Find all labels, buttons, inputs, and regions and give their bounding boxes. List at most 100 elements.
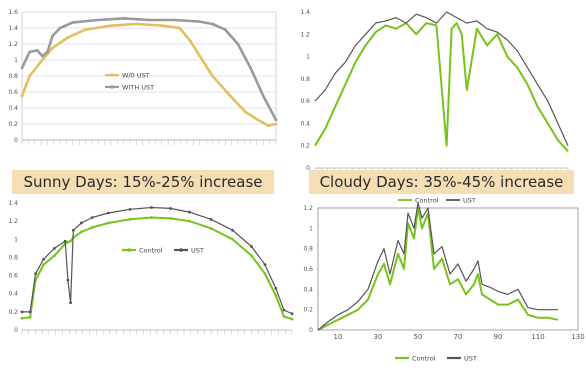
data-point bbox=[290, 317, 294, 321]
y-tick-label: 0.2 bbox=[303, 307, 313, 314]
data-point bbox=[66, 36, 70, 39]
data-point bbox=[147, 18, 151, 22]
data-point bbox=[198, 20, 202, 23]
x-tick-label: 110 bbox=[531, 333, 544, 341]
data-point bbox=[290, 312, 294, 316]
data-point bbox=[256, 118, 260, 122]
data-point bbox=[28, 74, 32, 78]
data-point bbox=[53, 246, 56, 250]
y-tick-label: 1 bbox=[309, 225, 313, 232]
data-point bbox=[261, 94, 265, 98]
data-point bbox=[173, 18, 176, 22]
y-tick-label: 0.8 bbox=[8, 254, 18, 261]
data-point bbox=[80, 230, 83, 234]
data-point bbox=[198, 54, 202, 58]
data-point bbox=[51, 46, 54, 50]
data-point bbox=[169, 207, 172, 210]
chart-panel-bottom-left: 0 0.2 0.4 0.6 0.8 1 1.2 1.4 Control UST bbox=[8, 200, 294, 335]
series-line-ust bbox=[314, 11, 569, 146]
data-point bbox=[71, 21, 75, 24]
data-point bbox=[282, 308, 286, 312]
data-point bbox=[66, 240, 70, 244]
y-tick-label: 0.2 bbox=[8, 121, 18, 128]
data-point bbox=[274, 286, 278, 290]
legend-marker bbox=[110, 73, 114, 77]
data-point bbox=[58, 26, 62, 30]
series-line-control bbox=[21, 216, 293, 321]
data-point bbox=[122, 17, 125, 20]
legend-marker bbox=[179, 248, 183, 252]
y-tick-label: 1.2 bbox=[303, 205, 313, 212]
legend-label: UST bbox=[463, 196, 476, 204]
data-point bbox=[169, 217, 172, 220]
legend-label: W/0 UST bbox=[122, 71, 150, 79]
y-tick-label: 0.4 bbox=[8, 291, 18, 298]
y-tick-label: 1.6 bbox=[8, 9, 18, 16]
data-point bbox=[69, 301, 72, 305]
data-point bbox=[128, 217, 132, 221]
data-point bbox=[69, 239, 72, 243]
data-point bbox=[42, 257, 45, 261]
data-point bbox=[80, 221, 83, 225]
data-point bbox=[20, 66, 24, 70]
legend-top-right: Control UST bbox=[398, 196, 476, 204]
legend-label: WITH UST bbox=[122, 83, 154, 91]
y-tick-label: 1 bbox=[14, 236, 18, 243]
banner-sunny: Sunny Days: 15%-25% increase bbox=[12, 170, 274, 194]
y-tick-label: 0.4 bbox=[300, 120, 310, 127]
data-point bbox=[42, 263, 45, 267]
legend-label: Control bbox=[139, 246, 163, 254]
chart-panel-top-right: 0 0.2 0.4 0.6 0.8 1 1.2 1.4 bbox=[300, 9, 569, 173]
data-point bbox=[249, 66, 253, 70]
data-point bbox=[40, 58, 44, 62]
data-point bbox=[28, 315, 32, 319]
y-tick-label: 1.4 bbox=[8, 200, 18, 207]
data-point bbox=[128, 207, 132, 211]
legend-marker bbox=[127, 248, 131, 252]
y-tick-label: 0 bbox=[309, 327, 313, 334]
y-tick-label: 1.2 bbox=[8, 41, 18, 48]
data-point bbox=[209, 217, 213, 221]
data-point bbox=[231, 228, 235, 232]
data-point bbox=[274, 294, 278, 297]
data-point bbox=[107, 221, 110, 225]
data-point bbox=[282, 314, 286, 318]
y-tick-label: 1.4 bbox=[300, 9, 310, 16]
data-point bbox=[71, 228, 75, 232]
data-point bbox=[107, 211, 110, 215]
data-point bbox=[160, 24, 164, 27]
data-point bbox=[109, 24, 113, 27]
legend-label: UST bbox=[191, 246, 204, 254]
data-point bbox=[250, 245, 253, 248]
data-point bbox=[28, 50, 32, 54]
x-tick-label: 10 bbox=[334, 333, 343, 341]
data-point bbox=[231, 237, 235, 241]
y-tick-label: 0.6 bbox=[8, 89, 18, 96]
x-tick-label: 90 bbox=[494, 333, 503, 341]
data-point bbox=[188, 38, 192, 42]
y-tick-label: 0.8 bbox=[8, 73, 18, 80]
legend-label: Control bbox=[415, 196, 439, 204]
data-point bbox=[263, 272, 267, 276]
data-point bbox=[266, 124, 270, 127]
data-point bbox=[274, 118, 278, 122]
data-point bbox=[84, 28, 87, 31]
data-point bbox=[35, 49, 39, 52]
y-tick-label: 0.2 bbox=[300, 143, 310, 150]
data-point bbox=[40, 54, 44, 58]
x-tick-label: 30 bbox=[374, 333, 383, 341]
data-point bbox=[66, 278, 70, 282]
data-point bbox=[20, 94, 24, 98]
series-line-ust bbox=[22, 206, 293, 315]
data-point bbox=[28, 310, 32, 314]
chart-panel-top-left: 0 0.2 0.4 0.6 0.8 1 1.2 1.4 1.6 W/0 UST WITH UST bbox=[8, 9, 278, 145]
y-tick-label: 0 bbox=[14, 327, 18, 334]
x-tick-label: 130 bbox=[571, 333, 584, 341]
y-tick-label: 1.2 bbox=[8, 218, 18, 225]
y-tick-label: 1.4 bbox=[8, 25, 18, 32]
data-point bbox=[228, 94, 232, 98]
series-line-control bbox=[314, 22, 569, 152]
data-point bbox=[90, 226, 94, 229]
